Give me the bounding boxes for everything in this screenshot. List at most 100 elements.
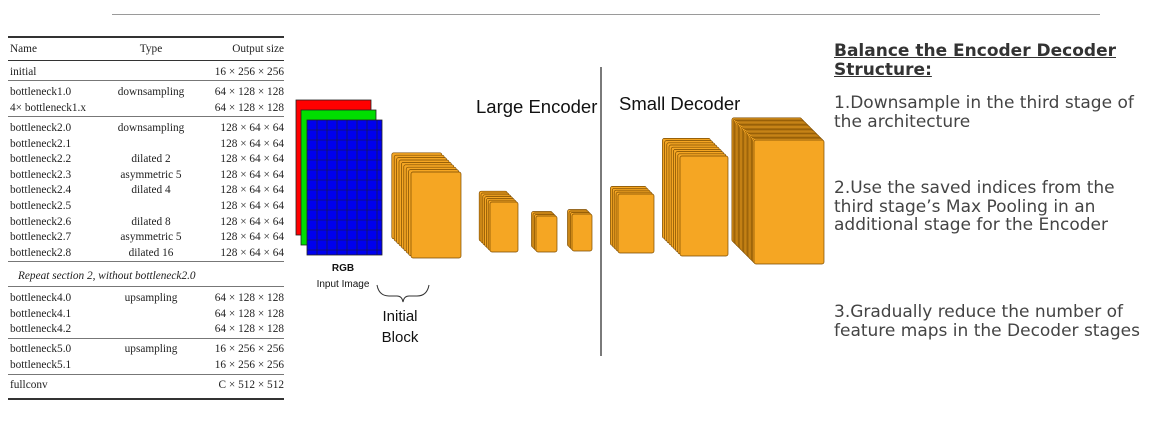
layer-output-size: 128 × 64 × 64 [220,215,284,228]
layer-output-size: 64 × 128 × 128 [214,291,284,304]
table-header-rule [8,59,284,61]
layer-name: 4× bottleneck1.x [10,101,87,114]
layer-output-size: 64 × 128 × 128 [214,101,284,114]
feature-block-5 [662,138,729,257]
layer-type: upsampling [124,343,178,356]
table-header-row: Name Type Output size [8,38,284,60]
table-group-rule [8,80,284,81]
balance-point-3: 3.Gradually reduce the number of feature… [834,302,1140,341]
layer-name: bottleneck2.7 [10,231,72,244]
layer-output-size: 16 × 256 × 256 [214,343,284,356]
layer-output-size: 128 × 64 × 64 [220,153,284,166]
table-group-rule [8,261,284,263]
feature-map-layer [410,171,462,259]
table-row: bottleneck2.7 asymmetric 5 128 × 64 × 64 [8,230,284,246]
layer-type: dilated 8 [131,215,171,228]
layer-type: dilated 16 [128,246,174,259]
layer-type: downsampling [117,85,185,98]
layer-output-size: 128 × 64 × 64 [220,137,284,150]
layer-name: fullconv [10,379,48,392]
feature-map-layer [679,155,729,257]
balance-point-2: 2.Use the saved indices from the third s… [834,178,1115,235]
input-channel-2 [306,119,383,256]
table-bottom-rule [8,398,284,400]
layer-type: dilated 4 [131,184,171,197]
layer-output-size: 64 × 128 × 128 [214,307,284,320]
table-row: bottleneck2.4 dilated 4 128 × 64 × 64 [8,183,284,199]
feature-block-1 [478,190,519,253]
table-row: bottleneck2.5 128 × 64 × 64 [8,199,284,215]
table-row: bottleneck2.8 dilated 16 128 × 64 × 64 [8,246,284,262]
initial-block-label: Initial Block [381,308,419,346]
layer-output-size: 128 × 64 × 64 [220,199,284,212]
table-row: bottleneck5.0 upsampling 16 × 256 × 256 [8,342,284,358]
feature-block-2 [531,211,558,253]
layer-output-size: 16 × 256 × 256 [214,359,284,372]
balance-title: Balance the Encoder Decoder Structure: [834,41,1116,80]
feature-map-layer [753,139,825,265]
initial-block-brace [376,284,430,303]
layer-type: dilated 2 [131,153,171,166]
rgb-input-image [295,99,383,256]
layer-name: bottleneck2.1 [10,137,72,150]
layer-name: bottleneck2.4 [10,184,72,197]
layer-name: bottleneck5.0 [10,343,72,356]
layer-name: bottleneck4.2 [10,323,72,336]
layer-name: bottleneck2.8 [10,246,72,259]
table-row: fullconv C × 512 × 512 [8,378,284,394]
layer-type: asymmetric 5 [120,168,182,181]
layer-name: initial [10,65,37,78]
feature-map-layer [489,201,519,253]
header-type: Type [139,42,163,55]
layer-name: bottleneck2.3 [10,168,72,181]
layer-name: bottleneck5.1 [10,359,72,372]
table-group-rule [8,337,284,339]
feature-map-layer [535,215,558,253]
architecture-table: Name Type Output size initial 16 × 256 × 256… [8,36,284,400]
layer-type: downsampling [117,121,185,134]
table-row: 4× bottleneck1.x 64 × 128 × 128 [8,101,284,117]
layer-name: bottleneck2.0 [10,121,72,134]
layer-name: bottleneck2.2 [10,153,72,166]
table-row: bottleneck4.1 64 × 128 × 128 [8,307,284,323]
feature-block-3 [567,209,593,252]
table-row: initial 16 × 256 × 256 [8,65,284,81]
layer-output-size: 64 × 128 × 128 [214,85,284,98]
layer-name: bottleneck2.6 [10,215,72,228]
table-row: bottleneck5.1 16 × 256 × 256 [8,358,284,374]
table-group-rule [8,373,284,375]
table-note: Repeat section 2, without bottleneck2.0 [18,270,196,283]
feature-map-blocks [391,117,825,265]
input-image-label: Input Image [316,279,370,290]
table-group-rule [8,116,284,117]
layer-type: asymmetric 5 [120,231,182,244]
table-row: bottleneck2.6 dilated 8 128 × 64 × 64 [8,215,284,231]
layer-name: bottleneck4.0 [10,291,72,304]
balance-notes: Balance the Encoder Decoder Structure: 1… [834,41,1150,340]
layer-name: bottleneck4.1 [10,307,72,320]
feature-map-layer [617,193,655,254]
layer-output-size: 128 × 64 × 64 [220,246,284,259]
layer-output-size: 128 × 64 × 64 [220,168,284,181]
header-name: Name [10,42,37,55]
table-row: bottleneck4.0 upsampling 64 × 128 × 128 [8,291,284,307]
balance-point-1: 1.Downsample in the third stage of the a… [834,93,1134,132]
layer-name: bottleneck2.5 [10,199,72,212]
feature-block-6 [731,117,825,265]
large-encoder-label: Large Encoder [476,96,598,117]
top-divider [112,14,1100,15]
layer-output-size: 64 × 128 × 128 [214,323,284,336]
layer-output-size: 128 × 64 × 64 [220,184,284,197]
layer-output-size: C × 512 × 512 [218,379,284,392]
layer-output-size: 128 × 64 × 64 [220,231,284,244]
rgb-label: RGB [331,263,355,274]
table-group-rule [8,286,284,287]
table-top-rule [8,36,284,38]
small-decoder-label: Small Decoder [619,93,741,114]
table-row: bottleneck2.0 downsampling 128 × 64 × 64 [8,121,284,137]
layer-name: bottleneck1.0 [10,85,72,98]
header-output-size: Output size [232,42,284,55]
layer-output-size: 16 × 256 × 256 [214,65,284,78]
feature-block-0 [391,152,462,259]
